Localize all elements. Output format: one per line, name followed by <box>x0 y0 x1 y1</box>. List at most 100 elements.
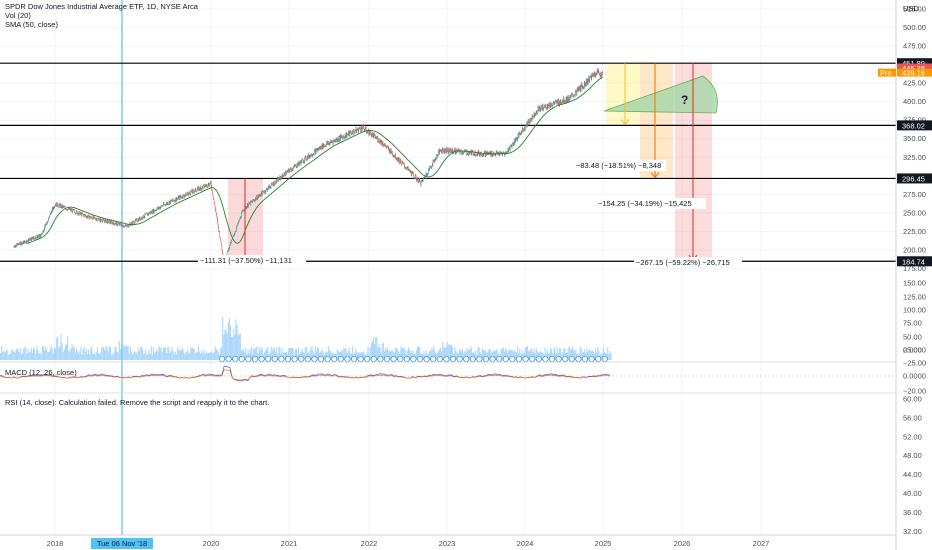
volume-bar <box>561 354 563 360</box>
volume-bar <box>438 349 440 360</box>
drop3-label: −267.15 (−59.22%) −26,715 <box>636 258 730 267</box>
volume-bar <box>254 349 256 360</box>
volume-bar <box>244 352 246 360</box>
volume-bar <box>39 353 41 360</box>
volume-bar <box>324 352 326 360</box>
volume-bar <box>9 353 11 360</box>
volume-bar <box>524 347 526 360</box>
volume-bar <box>401 347 403 360</box>
volume-bar <box>442 341 444 360</box>
volume-bar <box>125 344 127 360</box>
volume-bar <box>33 347 35 360</box>
volume-bar <box>119 348 121 360</box>
volume-bar <box>418 346 420 360</box>
last-price-tag-bg <box>897 63 932 73</box>
volume-bar <box>297 354 299 360</box>
volume-bar <box>588 349 590 360</box>
volume-bar <box>429 350 431 360</box>
volume-bar <box>583 352 585 360</box>
volume-bar <box>512 351 514 360</box>
volume-bar <box>19 348 21 360</box>
volume-bar <box>88 350 90 360</box>
dividend-marker <box>304 355 311 363</box>
volume-tick-label: 75.00 <box>903 319 922 328</box>
volume-bar <box>261 349 263 360</box>
volume-bar <box>178 350 180 360</box>
volume-bar <box>525 346 527 360</box>
volume-bar <box>441 351 443 360</box>
volume-bar <box>595 348 597 360</box>
volume-bar <box>49 350 51 360</box>
volume-bar <box>536 350 538 360</box>
volume-bar <box>70 348 72 360</box>
volume-bar <box>352 346 354 360</box>
volume-bar <box>449 345 451 360</box>
volume-bar <box>136 353 138 360</box>
volume-bar <box>260 346 262 360</box>
volume-bar <box>374 343 376 360</box>
volume-bar <box>179 349 181 360</box>
volume-bar <box>501 348 503 360</box>
dividend-marker <box>390 355 397 363</box>
dividend-marker <box>601 355 608 363</box>
volume-bar <box>398 351 400 360</box>
sma-line <box>27 76 603 245</box>
volume-bar <box>376 336 378 360</box>
volume-bar <box>213 352 215 360</box>
volume-bar <box>23 348 25 360</box>
volume-bar <box>558 348 560 360</box>
volume-bar <box>371 341 373 360</box>
volume-bar <box>177 347 179 360</box>
volume-bar <box>240 349 242 360</box>
volume-bar <box>161 351 163 360</box>
volume-bar <box>311 346 313 360</box>
volume-bar <box>172 351 174 360</box>
volume-bar <box>519 348 521 360</box>
volume-bar <box>121 343 123 360</box>
crosshair-date-box <box>91 538 153 549</box>
volume-bar <box>217 352 219 360</box>
level-tag-bg <box>897 256 932 267</box>
volume-bar <box>181 346 183 360</box>
volume-bar <box>212 353 214 360</box>
volume-bar <box>236 324 238 360</box>
volume-bar <box>331 353 333 360</box>
volume-bar <box>434 351 436 360</box>
level-tag-bg <box>897 120 932 131</box>
volume-bar <box>390 351 392 360</box>
volume-bar <box>78 354 80 360</box>
volume-bar <box>209 352 211 360</box>
volume-bar <box>144 353 146 360</box>
volume-bar <box>200 353 202 360</box>
volume-bar <box>451 344 453 360</box>
volume-bar <box>187 349 189 360</box>
dividend-marker <box>535 355 542 363</box>
volume-bar <box>294 349 296 360</box>
dividend-marker <box>581 355 589 363</box>
time-axis[interactable]: 2018 2020 2021 2022 2023 2024 2025 2026 2027 Tue … <box>47 538 770 549</box>
volume-bar <box>370 342 372 360</box>
volume-bar <box>288 348 290 360</box>
volume-bar <box>564 348 566 360</box>
volume-bar <box>130 351 132 360</box>
price-axis[interactable]: 625.00600.00575.00550.00525.00500.00475.… <box>878 0 932 536</box>
dividend-marker <box>456 355 463 363</box>
volume-bar <box>17 349 19 360</box>
volume-bar <box>73 345 75 360</box>
volume-bar <box>569 348 571 360</box>
legend-macd: MACD (12, 26, close) <box>5 368 77 377</box>
dividend-marker <box>350 355 358 363</box>
volume-bar <box>201 350 203 360</box>
time-tick-label: 2027 <box>753 539 770 548</box>
volume-bar <box>402 348 404 360</box>
volume-bar <box>4 352 6 360</box>
volume-bar <box>0 353 2 360</box>
volume-bar <box>341 350 343 360</box>
volume-bar <box>180 350 182 360</box>
volume-bar <box>529 350 531 360</box>
volume-bar <box>185 351 187 360</box>
volume-bar <box>93 353 95 360</box>
volume-bar <box>215 349 217 360</box>
dividend-marker <box>509 355 516 363</box>
